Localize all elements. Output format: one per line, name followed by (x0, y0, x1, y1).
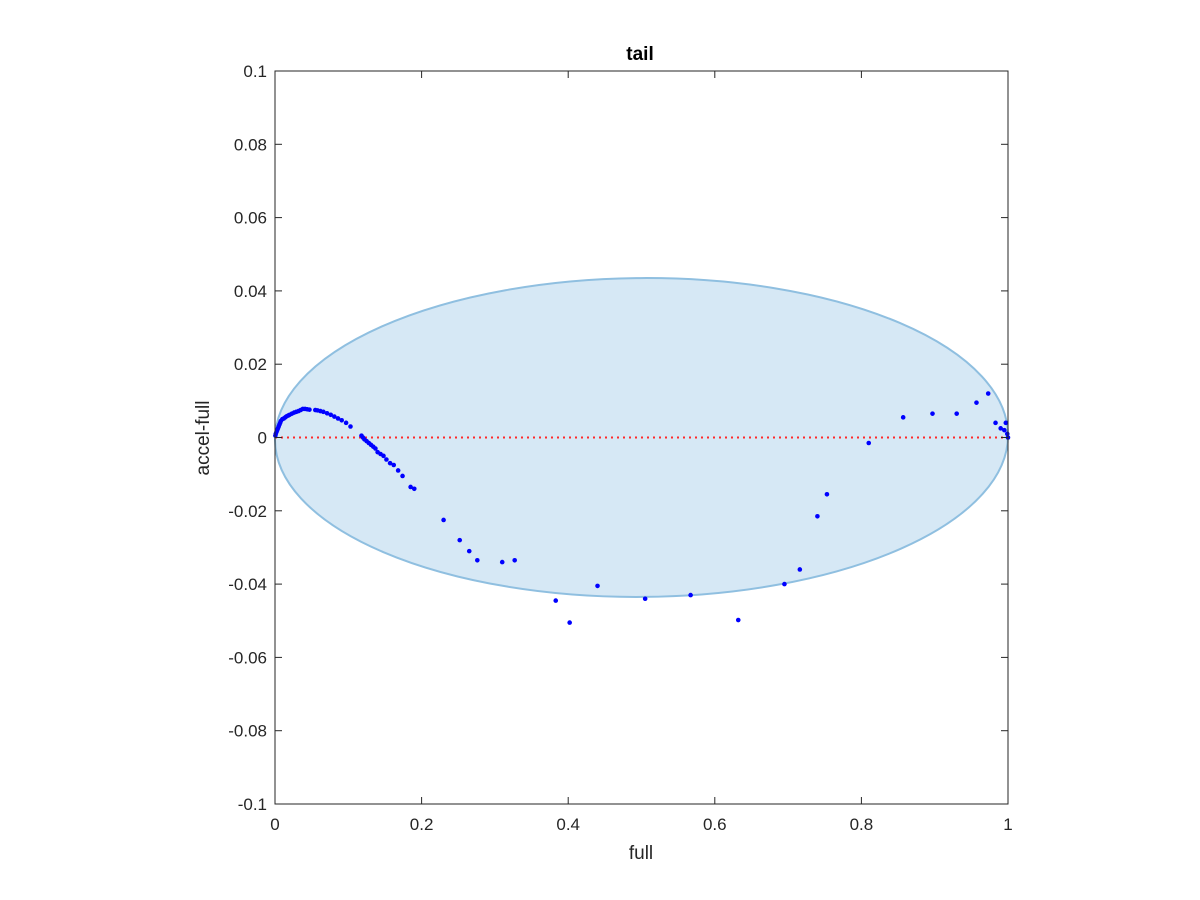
data-point (441, 517, 446, 523)
data-point (321, 409, 326, 415)
y-tick-label: 0.02 (234, 355, 267, 374)
y-tick-label: -0.04 (228, 575, 267, 594)
data-point (642, 596, 648, 602)
y-tick-label: -0.08 (228, 722, 267, 741)
y-tick-label: 0.06 (234, 209, 267, 228)
x-tick-label: 1 (1003, 815, 1012, 834)
y-tick-label: 0.04 (234, 282, 267, 301)
data-point (553, 598, 559, 603)
data-point (343, 420, 349, 426)
data-point (381, 453, 386, 459)
data-point (373, 446, 378, 451)
x-tick-label: 0 (270, 815, 279, 834)
data-point (512, 557, 517, 563)
y-tick-label: 0.08 (234, 135, 267, 154)
data-point (466, 548, 472, 554)
data-point (324, 411, 330, 416)
y-tick-label: 0.1 (243, 62, 267, 81)
x-tick-label: 0.2 (410, 815, 434, 834)
data-point (998, 426, 1003, 431)
x-tick-label: 0.4 (556, 815, 580, 834)
data-point (307, 407, 312, 412)
data-point (1002, 427, 1007, 433)
data-point (384, 457, 389, 462)
data-point (954, 411, 959, 416)
data-point (993, 420, 998, 426)
data-point (824, 492, 830, 497)
data-point (985, 391, 991, 396)
x-tick-label: 0.8 (850, 815, 874, 834)
y-axis-label: accel-full (193, 401, 214, 476)
data-point (782, 581, 787, 587)
data-point (866, 440, 872, 446)
data-point (815, 513, 820, 519)
y-axis-ticks: 0.1 0.08 0.06 0.04 0.02 0 -0.02 -0.04 -0.06 -0.08… (228, 62, 1008, 814)
data-point (900, 415, 906, 420)
data-point (400, 473, 405, 479)
y-tick-label: -0.02 (228, 502, 267, 521)
data-point (332, 414, 337, 419)
data-point (391, 462, 397, 468)
data-point (339, 417, 345, 423)
y-tick-label: -0.06 (228, 648, 267, 667)
x-axis-label: full (629, 843, 653, 864)
data-point (475, 557, 480, 563)
data-point (335, 416, 341, 421)
data-point (974, 400, 979, 405)
data-point (1003, 420, 1009, 426)
data-point (595, 583, 600, 589)
data-point (930, 411, 935, 416)
data-point (688, 592, 693, 598)
data-point (797, 567, 803, 572)
data-point (328, 412, 334, 418)
data-points (273, 391, 1011, 625)
data-point (499, 559, 505, 565)
data-point (395, 468, 401, 473)
data-point (457, 537, 463, 543)
y-tick-label: -0.1 (238, 795, 267, 814)
data-point (348, 424, 353, 429)
x-tick-label: 0.6 (703, 815, 727, 834)
data-point (735, 617, 741, 623)
x-axis-ticks: 0 0.2 0.4 0.6 0.8 1 (270, 71, 1013, 834)
data-point (408, 484, 413, 490)
chart-title: tail (626, 44, 653, 65)
y-tick-label: 0 (258, 429, 267, 448)
data-point (411, 486, 417, 492)
data-point (567, 620, 572, 625)
data-point (387, 460, 393, 466)
